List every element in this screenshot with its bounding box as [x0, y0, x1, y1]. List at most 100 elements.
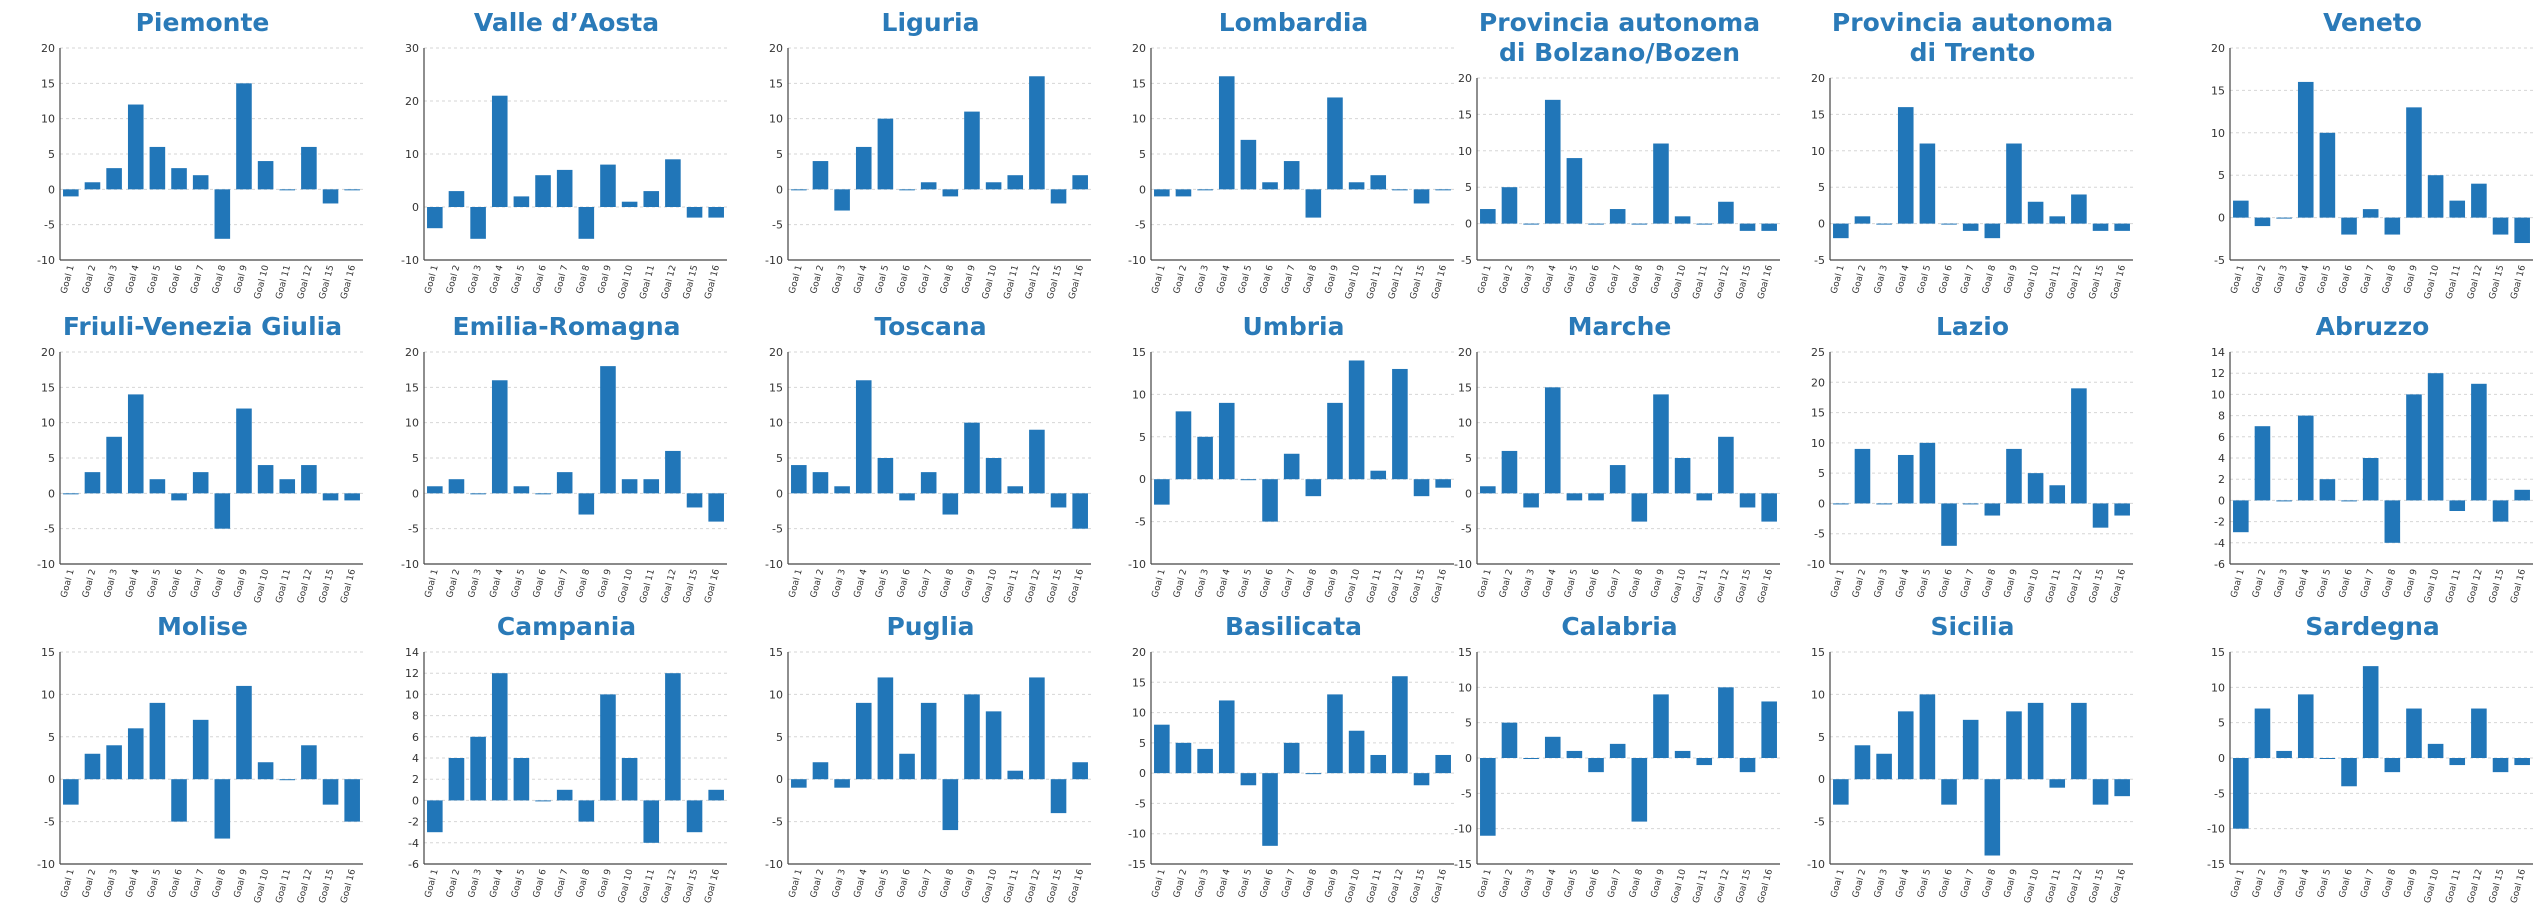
- bar: [920, 182, 937, 190]
- chart-title: Veneto: [2323, 8, 2422, 37]
- bar: [2297, 81, 2314, 218]
- y-tick-label: 0: [1139, 767, 1146, 780]
- y-tick-label: -10: [2207, 823, 2225, 836]
- x-tick-label: Goal 7: [189, 264, 206, 295]
- y-tick-label: -2: [408, 816, 419, 829]
- chart-title: Lombardia: [1218, 8, 1369, 37]
- x-tick-label: Goal 10: [2023, 568, 2042, 604]
- x-tick-label: Goal 10: [1670, 264, 1689, 300]
- bar: [2276, 750, 2292, 758]
- bar: [600, 164, 616, 207]
- bar: [470, 736, 486, 801]
- x-tick-label: Goal 3: [1194, 264, 1211, 295]
- x-tick-label: Goal 12: [1713, 868, 1732, 904]
- x-tick-label: Goal 1: [60, 264, 77, 295]
- x-tick-label: Goal 8: [2381, 568, 2398, 599]
- y-tick-label: -5: [772, 523, 783, 536]
- y-tick-label: 0: [776, 487, 783, 500]
- bar: [171, 779, 187, 822]
- x-tick-label: Goal 4: [852, 264, 869, 295]
- x-tick-label: Goal 11: [1002, 264, 1021, 300]
- x-tick-label: Goal 16: [703, 868, 722, 904]
- chart-title: Toscana: [874, 312, 987, 341]
- bar: [665, 159, 681, 207]
- bar: [1696, 493, 1713, 501]
- y-tick-label: 0: [776, 183, 783, 196]
- bar: [1897, 454, 1914, 504]
- x-tick-label: Goal 1: [424, 568, 441, 599]
- x-tick-label: Goal 5: [146, 568, 163, 599]
- bar: [708, 207, 724, 218]
- y-tick-label: 20: [1132, 42, 1146, 55]
- x-tick-label: Goal 10: [2023, 264, 2042, 300]
- x-tick-label: Goal 11: [274, 264, 293, 300]
- bar: [470, 493, 486, 495]
- y-tick-label: 10: [1132, 388, 1146, 401]
- bar: [1696, 223, 1713, 225]
- y-tick-label: -10: [1454, 823, 1472, 836]
- bar: [1523, 493, 1539, 508]
- x-tick-label: Goal 1: [2230, 868, 2247, 899]
- x-tick-label: Goal 15: [1735, 868, 1754, 904]
- x-tick-label: Goal 10: [253, 568, 272, 604]
- bar: [2297, 415, 2314, 501]
- bar: [1435, 754, 1451, 774]
- bar: [1029, 76, 1045, 190]
- x-tick-label: Goal 11: [1365, 264, 1384, 300]
- bar: [106, 168, 122, 190]
- x-tick-label: Goal 3: [1520, 264, 1537, 295]
- bar: [1072, 175, 1088, 190]
- bar: [2384, 500, 2401, 543]
- bar: [1154, 479, 1170, 505]
- bar: [427, 800, 443, 833]
- x-tick-label: Goal 15: [1409, 568, 1428, 604]
- x-tick-label: Goal 11: [274, 868, 293, 904]
- y-tick-label: 10: [1458, 417, 1472, 430]
- y-tick-label: -10: [37, 858, 55, 871]
- x-tick-label: Goal 9: [233, 568, 250, 599]
- x-tick-label: Goal 15: [1046, 568, 1065, 604]
- x-tick-label: Goal 1: [788, 568, 805, 599]
- x-tick-label: Goal 12: [1713, 264, 1732, 300]
- bar: [964, 422, 980, 494]
- bar: [322, 779, 339, 805]
- bar: [985, 458, 1002, 494]
- bar-chart: -10 -5 0 5 10 15 20 Goal 1 Goal 2 Goal 3 Goal 4 Goa…: [1454, 346, 1780, 604]
- x-tick-label: Goal 11: [2044, 868, 2063, 904]
- chart-title: Campania: [496, 612, 637, 641]
- bar: [855, 702, 872, 780]
- bar: [2049, 779, 2066, 788]
- x-tick-label: Goal 2: [2251, 264, 2268, 295]
- bar: [1480, 209, 1496, 224]
- x-tick-label: Goal 5: [1916, 868, 1933, 899]
- y-tick-label: 5: [412, 452, 419, 465]
- y-tick-label: 0: [48, 773, 55, 786]
- x-tick-label: Goal 4: [488, 868, 505, 899]
- x-tick-label: Goal 10: [1670, 568, 1689, 604]
- x-tick-label: Goal 12: [2066, 568, 2085, 604]
- bar: [834, 779, 850, 788]
- bar: [1029, 677, 1045, 780]
- x-tick-label: Goal 7: [917, 568, 934, 599]
- x-tick-label: Goal 15: [318, 264, 337, 300]
- bar: [1050, 779, 1067, 814]
- bar: [1413, 479, 1430, 497]
- bar: [920, 472, 937, 494]
- x-tick-label: Goal 3: [467, 868, 484, 899]
- x-tick-label: Goal 9: [1650, 264, 1667, 295]
- x-tick-label: Goal 8: [1628, 868, 1645, 899]
- bar: [192, 175, 209, 190]
- bar: [1566, 158, 1583, 224]
- bar: [279, 479, 296, 494]
- bar: [1197, 189, 1213, 191]
- x-tick-label: Goal 7: [189, 868, 206, 899]
- y-tick-label: 5: [1818, 467, 1825, 480]
- x-tick-label: Goal 3: [467, 264, 484, 295]
- y-tick-label: 5: [1818, 181, 1825, 194]
- bar-chart: -10 0 10 20 30 Goal 1 Goal 2 Goal 3 Goal 4 Goal 5…: [401, 42, 727, 300]
- x-tick-label: Goal 12: [660, 568, 679, 604]
- x-tick-label: Goal 9: [961, 264, 978, 295]
- x-tick-label: Goal 12: [2066, 264, 2085, 300]
- y-tick-label: -5: [1135, 797, 1146, 810]
